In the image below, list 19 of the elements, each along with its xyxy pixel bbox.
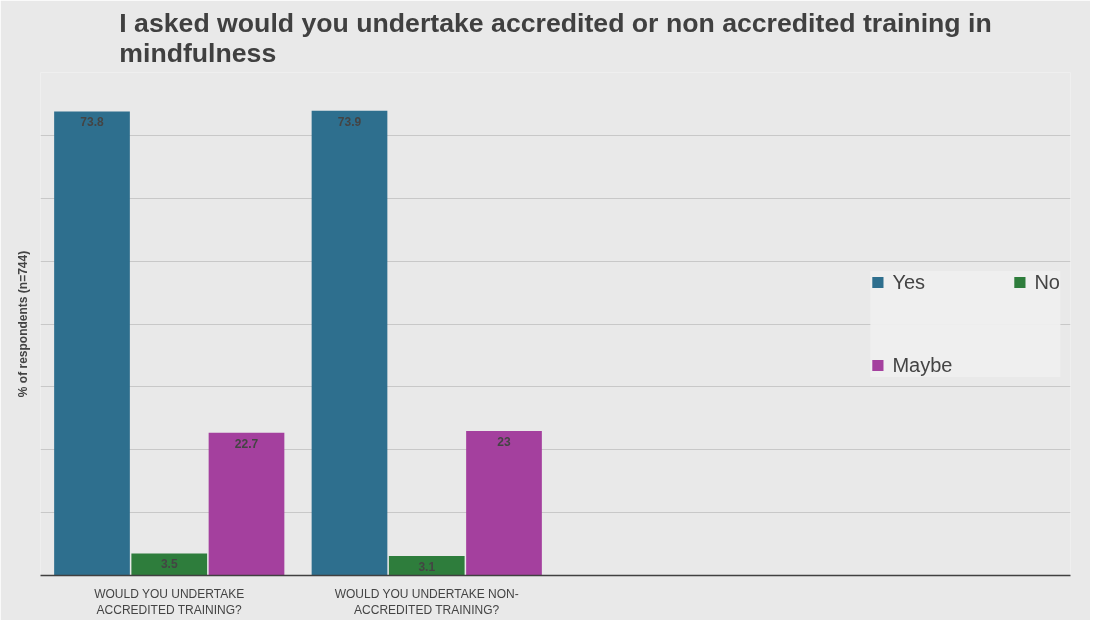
data-label: 23 (497, 434, 511, 449)
legend-label: Maybe (892, 353, 953, 377)
legend-label: Yes (892, 270, 926, 294)
data-label: 3.5 (160, 557, 178, 572)
x-tick-label: WOULD YOU UNDERTAKE NON-ACCREDITED TRAINING? (334, 586, 519, 618)
data-label: 73.9 (337, 114, 362, 129)
bar (131, 553, 208, 576)
chart-title: I asked would you undertake accredited or non accredited training in mindfulness (119, 7, 992, 68)
legend-label: No (1034, 270, 1060, 294)
data-label: 73.8 (80, 115, 104, 130)
y-axis-title: % of respondents (n=744) (15, 250, 30, 398)
bar (208, 432, 285, 576)
bar (54, 111, 130, 576)
data-label: 22.7 (234, 436, 259, 451)
x-tick-label: WOULD YOU UNDERTAKE ACCREDITED TRAINING? (94, 586, 245, 618)
bar (466, 430, 542, 576)
data-label: 3.1 (418, 560, 436, 575)
bar (388, 556, 465, 576)
bar (311, 110, 388, 576)
